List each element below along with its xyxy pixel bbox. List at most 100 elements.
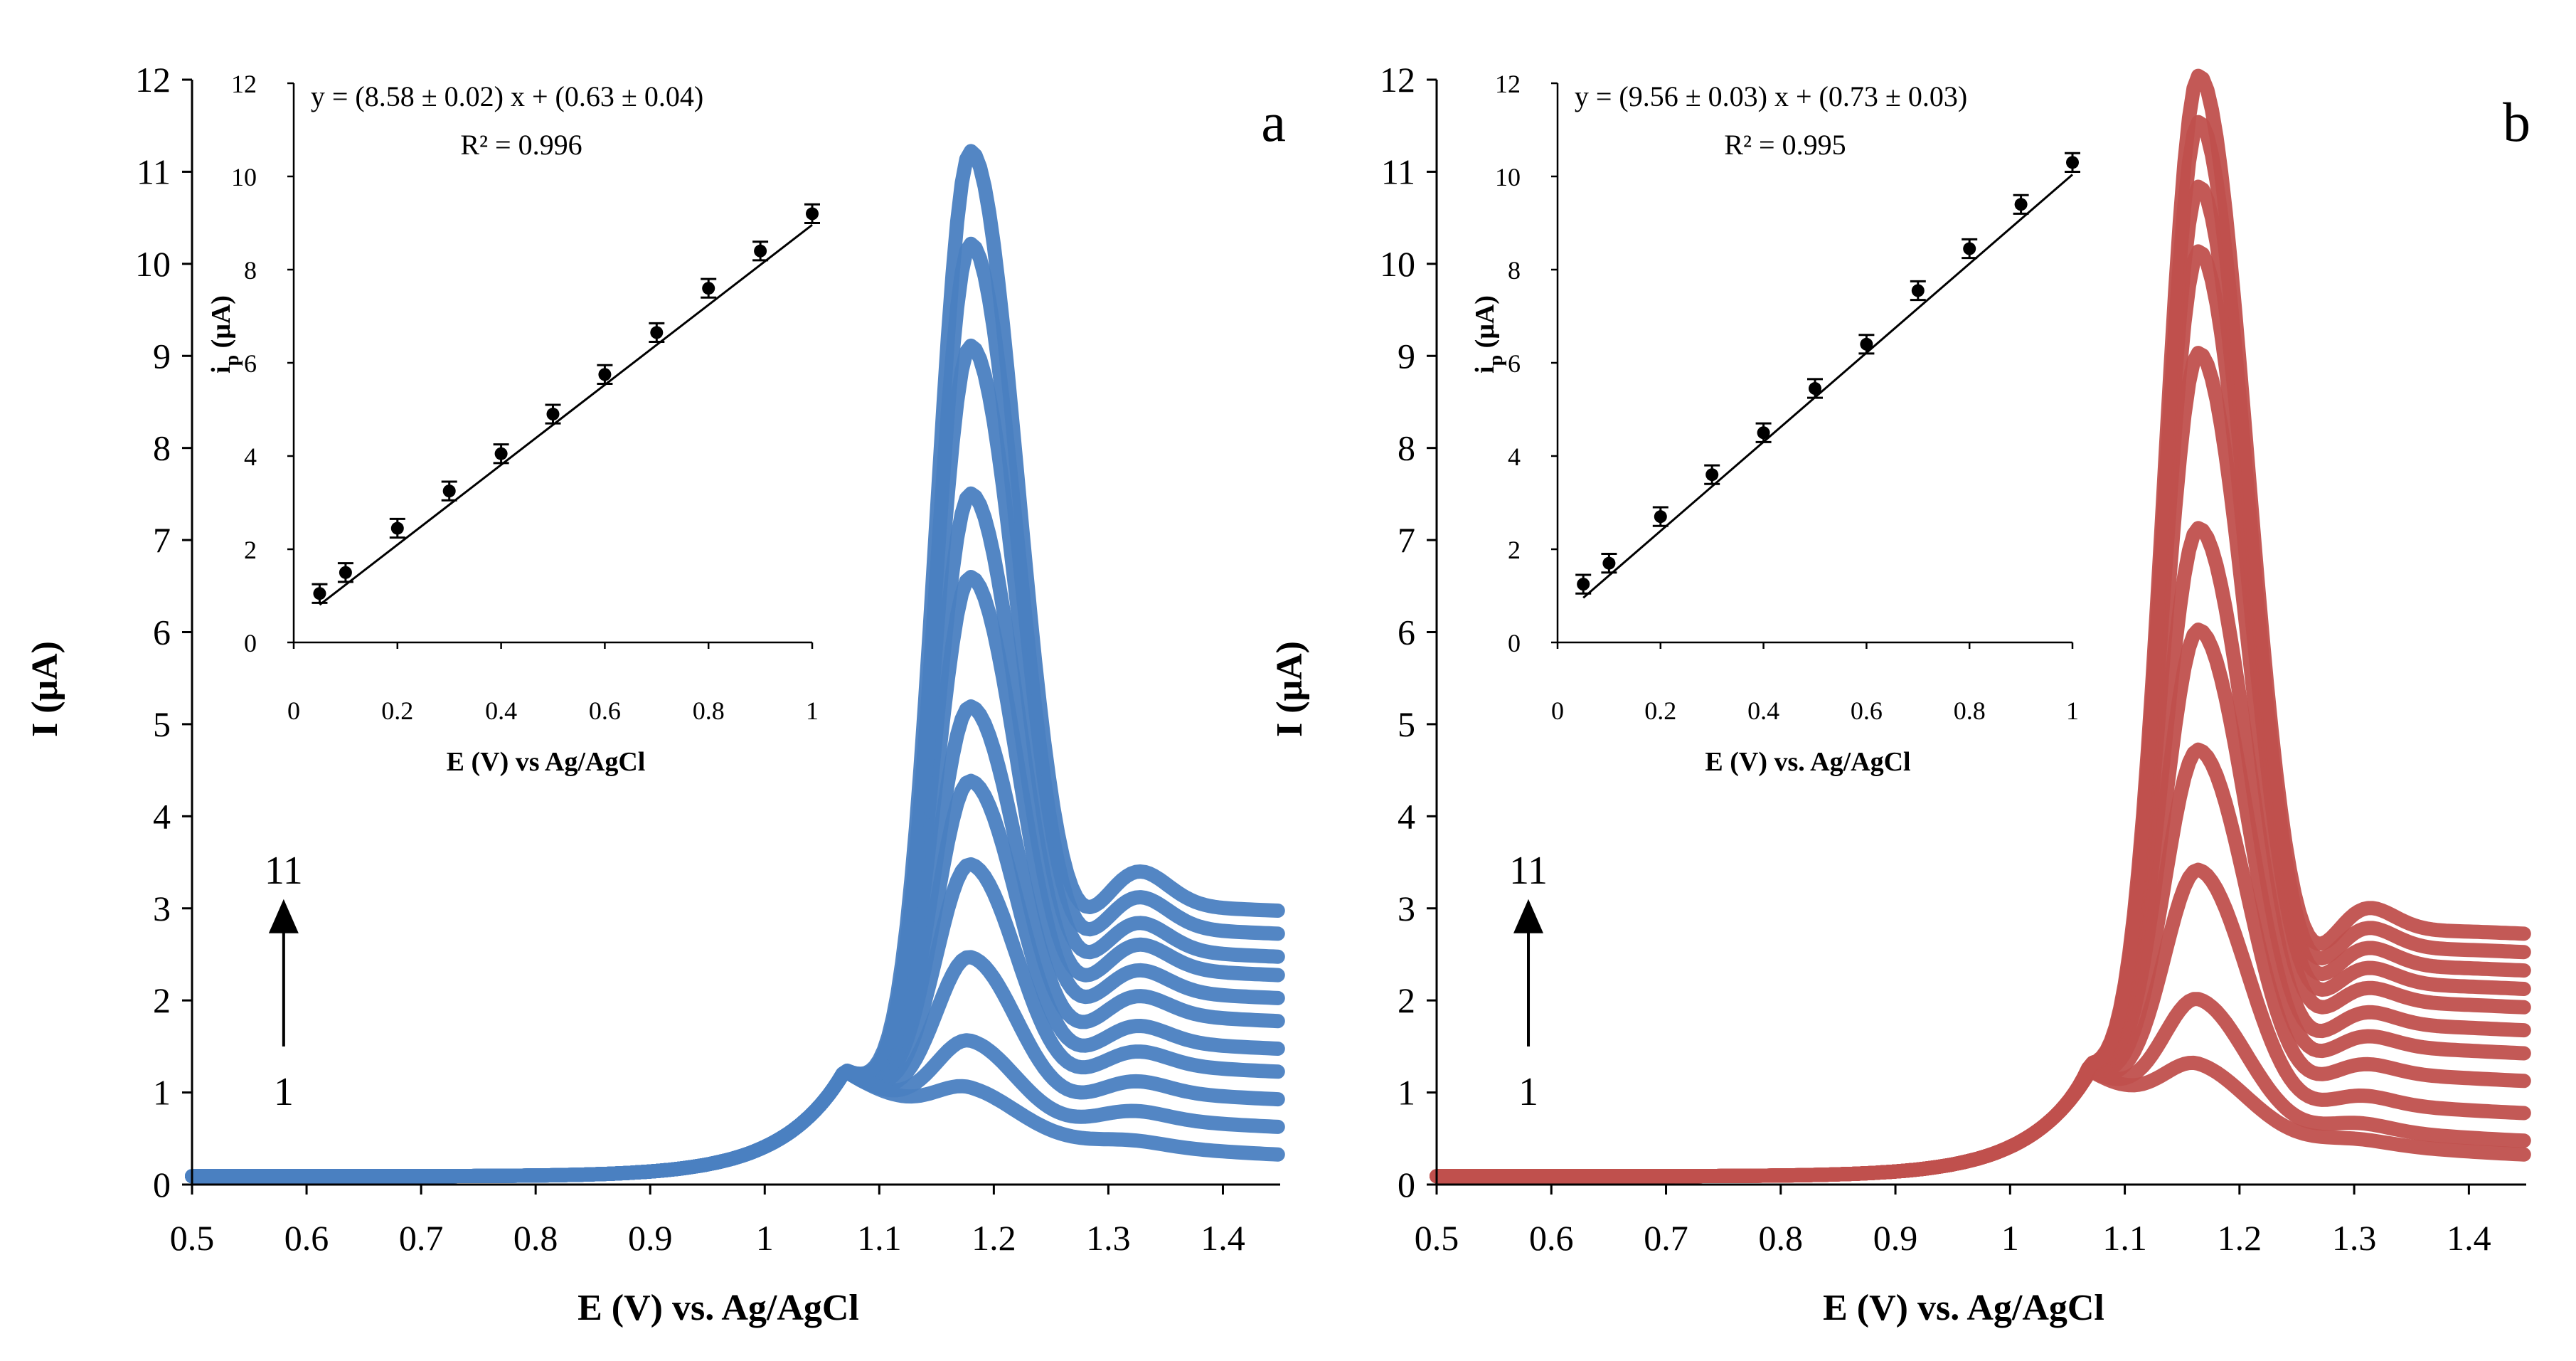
voltammogram-curves-b <box>1430 68 2531 1184</box>
inset-y-tick-label: 12 <box>1495 70 1521 98</box>
data-point <box>1757 426 1770 440</box>
y-tick-label: 12 <box>135 60 171 100</box>
panel-letter: b <box>2503 91 2530 153</box>
data-point <box>390 521 404 535</box>
main-axes-a: 0.5 0.6 0.7 0.8 0.9 1 1.1 1.2 1.3 1.4012345678910… <box>25 60 1280 1328</box>
x-tick-label: 1.4 <box>1201 1218 1245 1258</box>
y-tick-label: 2 <box>1398 980 1415 1020</box>
inset-y-tick-label: 10 <box>1495 163 1521 191</box>
inset-x-tick-label: 0.8 <box>693 697 725 725</box>
inset-y-tick-label: 8 <box>244 256 257 285</box>
x-tick-label: 0.9 <box>1873 1218 1918 1258</box>
inset-x-tick-label: 0.6 <box>1851 697 1883 725</box>
x-tick-label: 1.3 <box>1086 1218 1131 1258</box>
inset-x-tick-label: 0 <box>1551 697 1564 725</box>
data-point <box>1654 510 1667 524</box>
y-axis-title: I (μA) <box>1270 641 1310 737</box>
inset-y-title-main: i <box>1470 366 1500 374</box>
inset-y-axis-title: ip (μA) <box>1470 295 1507 374</box>
x-tick-label: 0.8 <box>1759 1218 1804 1258</box>
inset-y-title-main: i <box>206 366 236 374</box>
data-point <box>442 484 456 498</box>
inset-x-axis-title: E (V) vs Ag/AgCl <box>447 747 646 777</box>
data-point <box>2014 198 2028 211</box>
y-tick-label: 7 <box>1398 520 1415 560</box>
x-tick-label: 0.5 <box>1415 1218 1459 1258</box>
x-tick-label: 0.5 <box>170 1218 215 1258</box>
inset-y-axis-title: ip (μA) <box>206 295 243 374</box>
r-squared: R² = 0.995 <box>1724 129 1846 161</box>
y-tick-label: 3 <box>153 889 171 928</box>
data-point <box>1963 242 1976 255</box>
inset-x-tick-label: 0.4 <box>1747 697 1779 725</box>
y-tick-label: 12 <box>1380 60 1415 100</box>
data-point <box>702 282 715 295</box>
arrow-start-label: 1 <box>1518 1070 1538 1114</box>
voltammogram-curves-a <box>185 144 1285 1184</box>
y-tick-label: 0 <box>1398 1165 1415 1204</box>
inset-y-title-subscript: p <box>1485 355 1507 366</box>
x-tick-label: 1 <box>756 1218 774 1258</box>
inset-y-tick-label: 4 <box>1508 443 1521 471</box>
y-axis-title: I (μA) <box>25 641 65 737</box>
r-squared: R² = 0.996 <box>460 129 582 161</box>
x-tick-label: 0.7 <box>1644 1218 1688 1258</box>
data-point <box>1860 337 1873 351</box>
main-axes-b: 0.5 0.6 0.7 0.8 0.9 1 1.1 1.2 1.3 1.4012345678910… <box>1270 60 2526 1328</box>
arrow-start-label: 1 <box>274 1070 294 1114</box>
y-tick-label: 7 <box>153 520 171 560</box>
data-point <box>494 447 508 460</box>
inset-x-tick-label: 1 <box>2066 697 2079 725</box>
y-tick-label: 1 <box>153 1073 171 1113</box>
y-tick-label: 6 <box>1398 613 1415 652</box>
x-tick-label: 1.2 <box>2218 1218 2262 1258</box>
y-tick-label: 8 <box>153 428 171 468</box>
y-tick-label: 3 <box>1398 889 1415 928</box>
data-point <box>598 368 612 381</box>
regression-equation: y = (9.56 ± 0.03) x + (0.73 ± 0.03) <box>1575 80 1967 112</box>
inset-y-tick-label: 6 <box>1508 349 1521 378</box>
y-tick-label: 9 <box>1398 336 1415 376</box>
inset-y-tick-label: 12 <box>231 70 257 98</box>
inset-y-tick-label: 2 <box>244 536 257 564</box>
regression-line <box>1582 174 2073 599</box>
y-tick-label: 5 <box>153 704 171 744</box>
x-tick-label: 0.6 <box>1529 1218 1574 1258</box>
inset-x-tick-label: 1 <box>806 697 819 725</box>
data-point <box>806 207 819 221</box>
y-tick-label: 9 <box>153 336 171 376</box>
data-point <box>1602 556 1616 570</box>
data-point <box>1809 382 1821 396</box>
panel-letter: a <box>1261 91 1286 153</box>
inset-x-axis-title: E (V) vs. Ag/AgCl <box>1705 747 1910 777</box>
inset-y-title-unit: (μA) <box>206 295 236 355</box>
y-tick-label: 4 <box>153 796 171 836</box>
arrow-head <box>268 899 299 933</box>
y-tick-label: 1 <box>1398 1073 1415 1113</box>
series-line-11 <box>185 144 1285 1184</box>
data-point <box>1577 578 1590 591</box>
inset-x-tick-label: 0.8 <box>1954 697 1986 725</box>
y-tick-label: 10 <box>1380 244 1415 284</box>
x-tick-label: 0.9 <box>628 1218 673 1258</box>
data-point <box>339 566 352 579</box>
inset-y-tick-label: 0 <box>1508 629 1521 657</box>
y-tick-label: 2 <box>153 980 171 1020</box>
panel-b: 0.5 0.6 0.7 0.8 0.9 1 1.1 1.2 1.3 1.4012345678910… <box>1270 60 2531 1328</box>
x-axis-title: E (V) vs. Ag/AgCl <box>578 1288 859 1328</box>
inset-x-tick-label: 0 <box>287 697 300 725</box>
arrow-end-label: 11 <box>265 849 303 893</box>
x-tick-label: 0.6 <box>284 1218 329 1258</box>
inset-y-tick-label: 2 <box>1508 536 1521 564</box>
x-tick-label: 0.7 <box>399 1218 444 1258</box>
data-point <box>546 408 560 421</box>
y-tick-label: 10 <box>135 244 171 284</box>
y-tick-label: 11 <box>137 152 171 191</box>
inset-x-tick-label: 0.4 <box>485 697 517 725</box>
inset-y-tick-label: 4 <box>244 443 257 471</box>
